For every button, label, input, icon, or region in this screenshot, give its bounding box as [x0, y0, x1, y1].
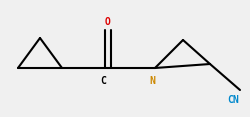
Text: C: C	[100, 76, 105, 86]
Text: O: O	[105, 17, 110, 27]
Text: CN: CN	[226, 95, 238, 105]
Text: N: N	[148, 76, 154, 86]
